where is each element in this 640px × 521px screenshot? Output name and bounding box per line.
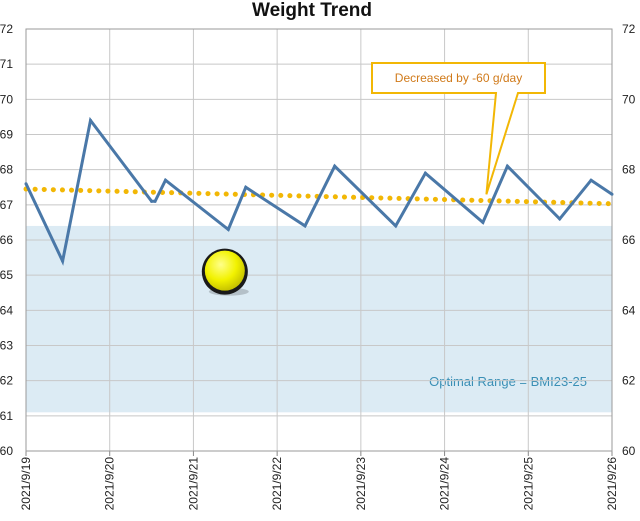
y2-tick-label: 60	[622, 444, 636, 458]
optimal-range-label: Optimal Range = BMI23-25	[429, 374, 587, 389]
x-tick-label: 2021/9/25	[521, 457, 535, 511]
y2-tick-label: 62	[622, 374, 636, 388]
y-tick-label: 70	[0, 92, 13, 106]
x-tick-label: 2021/9/26	[605, 457, 619, 511]
y-tick-label: 67	[0, 198, 13, 212]
y-tick-label: 63	[0, 339, 13, 353]
weight-data-point	[89, 118, 93, 122]
y-tick-label: 65	[0, 268, 13, 282]
optimal-range-band	[26, 225, 612, 413]
weight-data-point	[610, 192, 614, 196]
weight-data-point	[24, 182, 28, 186]
x-tick-label: 2021/9/21	[186, 457, 200, 511]
weight-data-point	[333, 164, 337, 168]
x-tick-label: 2021/9/22	[270, 457, 284, 511]
weight-data-point	[558, 217, 562, 221]
weight-data-point	[150, 199, 154, 203]
weight-data-point	[61, 259, 65, 263]
y2-tick-label: 72	[622, 22, 636, 36]
weight-data-point	[226, 227, 230, 231]
weight-data-point	[423, 171, 427, 175]
y-tick-label: 71	[0, 57, 13, 71]
y-tick-label: 68	[0, 163, 13, 177]
yellow-marker-circle	[204, 250, 245, 291]
x-tick-label: 2021/9/23	[354, 457, 368, 511]
y-tick-label: 60	[0, 444, 13, 458]
y2-tick-label: 66	[622, 233, 636, 247]
annotation-text: Decreased by -60 g/day	[395, 71, 522, 85]
y2-tick-label: 68	[622, 163, 636, 177]
y-tick-label: 64	[0, 303, 13, 317]
weight-data-point	[153, 199, 157, 203]
annotation-callout	[371, 62, 546, 195]
weight-data-point	[394, 224, 398, 228]
weight-data-point	[505, 164, 509, 168]
y2-tick-label: 64	[622, 303, 636, 317]
y-tick-label: 61	[0, 409, 13, 423]
weight-data-point	[303, 224, 307, 228]
weight-data-point	[481, 220, 485, 224]
y-tick-label: 72	[0, 22, 13, 36]
x-tick-label: 2021/9/19	[19, 457, 33, 511]
y2-tick-label: 70	[622, 92, 636, 106]
weight-data-point	[589, 178, 593, 182]
x-tick-label: 2021/9/24	[438, 457, 452, 511]
chart-title: Weight Trend	[252, 0, 372, 21]
weight-data-point	[164, 178, 168, 182]
plot-frame	[25, 28, 613, 452]
y-tick-label: 62	[0, 374, 13, 388]
y-tick-label: 69	[0, 128, 13, 142]
y-tick-label: 66	[0, 233, 13, 247]
x-tick-label: 2021/9/20	[103, 457, 117, 511]
weight-data-point	[244, 185, 248, 189]
